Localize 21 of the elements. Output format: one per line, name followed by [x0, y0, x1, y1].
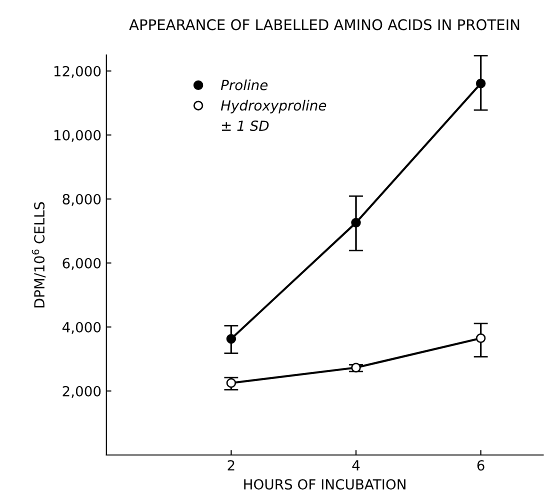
point [351, 362, 361, 372]
y-tick-label: 10,000 [54, 130, 101, 142]
point [226, 378, 236, 388]
y-tick-label: 8,000 [62, 194, 101, 206]
point [226, 334, 236, 344]
y-tick-label: 2,000 [62, 386, 101, 398]
legend-label: Proline [220, 80, 268, 90]
x-tick-label: 6 [477, 460, 484, 471]
chart-title: APPEARANCE OF LABELLED AMINO ACIDS IN PROTEIN [129, 19, 520, 30]
point [351, 218, 361, 228]
legend-label: Hydroxyproline [220, 100, 326, 114]
x-axis-title: HOURS OF INCUBATION [244, 479, 406, 490]
annotation: ± 1 SD [222, 120, 269, 132]
point [476, 333, 486, 344]
point [476, 78, 486, 88]
x-tick-label: 4 [352, 460, 360, 470]
x-tick-label: 2 [228, 460, 234, 470]
y-tick-label: 12,000 [54, 66, 101, 78]
y-tick-label: 4,000 [62, 322, 101, 334]
y-axis-title: DPM/10$^{6}$ CELLS [32, 202, 46, 308]
y-tick-label: 6,000 [62, 258, 101, 270]
